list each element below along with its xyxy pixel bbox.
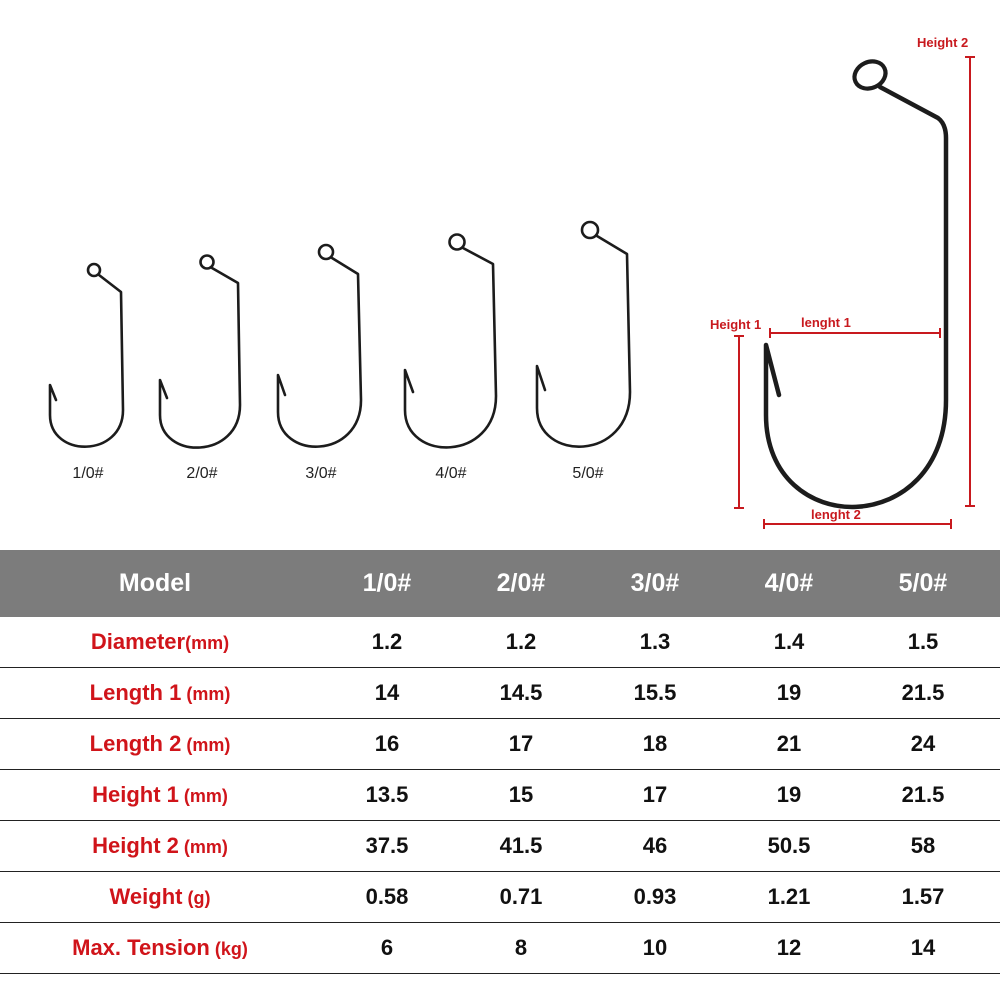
value-cell: 0.71 (454, 871, 588, 923)
value-cell: 46 (588, 820, 722, 872)
row-spacer (990, 617, 1000, 668)
hook-1-0: 1/0# (48, 262, 125, 482)
header-model: Model (0, 550, 320, 617)
param-label: Length 1 (mm) (0, 667, 320, 719)
hook-2-0: 2/0# (158, 254, 242, 482)
value-cell: 10 (588, 922, 722, 974)
value-cell: 58 (856, 820, 990, 872)
value-cell: 1.57 (856, 871, 990, 923)
value-cell: 1.2 (454, 617, 588, 668)
hook-4-0: 4/0# (403, 233, 498, 482)
value-cell: 8 (454, 922, 588, 974)
value-cell: 19 (722, 769, 856, 821)
dimension-hook (763, 59, 949, 510)
value-cell: 41.5 (454, 820, 588, 872)
value-cell: 37.5 (320, 820, 454, 872)
row-spacer (990, 769, 1000, 821)
table-row: Height 2 (mm) 37.5 41.5 46 50.5 58 (0, 820, 1000, 872)
param-label: Length 2 (mm) (0, 718, 320, 770)
value-cell: 17 (454, 718, 588, 770)
header-size: 3/0# (588, 550, 722, 617)
value-cell: 17 (588, 769, 722, 821)
table-row: Length 2 (mm) 16 17 18 21 24 (0, 718, 1000, 770)
lenght-1-label: lenght 1 (801, 315, 851, 330)
value-cell: 50.5 (722, 820, 856, 872)
value-cell: 1.4 (722, 617, 856, 668)
height-2-label: Height 2 (917, 35, 968, 50)
value-cell: 16 (320, 718, 454, 770)
row-spacer (990, 922, 1000, 974)
spec-table: Model 1/0# 2/0# 3/0# 4/0# 5/0# Diameter(… (0, 550, 1000, 974)
hook-5-0: 5/0# (535, 220, 632, 482)
value-cell: 0.58 (320, 871, 454, 923)
value-cell: 21 (722, 718, 856, 770)
value-cell: 14 (856, 922, 990, 974)
value-cell: 12 (722, 922, 856, 974)
value-cell: 1.5 (856, 617, 990, 668)
value-cell: 15.5 (588, 667, 722, 719)
lenght-2-label: lenght 2 (811, 507, 861, 522)
param-label: Diameter(mm) (0, 617, 320, 668)
param-label: Max. Tension (kg) (0, 922, 320, 974)
param-label: Weight (g) (0, 871, 320, 923)
dimension-lenght-2: lenght 2 (763, 507, 952, 529)
value-cell: 18 (588, 718, 722, 770)
row-spacer (990, 871, 1000, 923)
table-row: Weight (g) 0.58 0.71 0.93 1.21 1.57 (0, 871, 1000, 923)
hook-size-label: 2/0# (186, 465, 217, 482)
value-cell: 1.21 (722, 871, 856, 923)
table-row: Diameter(mm) 1.2 1.2 1.3 1.4 1.5 (0, 617, 1000, 668)
value-cell: 13.5 (320, 769, 454, 821)
param-label: Height 1 (mm) (0, 769, 320, 821)
row-spacer (990, 667, 1000, 719)
dimension-height-2: Height 2 (917, 35, 975, 507)
value-cell: 14.5 (454, 667, 588, 719)
height-1-label: Height 1 (710, 317, 761, 332)
value-cell: 15 (454, 769, 588, 821)
value-cell: 14 (320, 667, 454, 719)
row-spacer (990, 718, 1000, 770)
value-cell: 24 (856, 718, 990, 770)
value-cell: 19 (722, 667, 856, 719)
header-size: 4/0# (722, 550, 856, 617)
hook-size-label: 1/0# (72, 465, 103, 482)
table-row: Max. Tension (kg) 6 8 10 12 14 (0, 922, 1000, 974)
hook-size-label: 4/0# (435, 465, 466, 482)
value-cell: 6 (320, 922, 454, 974)
header-size: 1/0# (320, 550, 454, 617)
dimension-lenght-1: lenght 1 (769, 315, 941, 338)
value-cell: 1.3 (588, 617, 722, 668)
value-cell: 21.5 (856, 667, 990, 719)
table-header-row: Model 1/0# 2/0# 3/0# 4/0# 5/0# (0, 550, 1000, 617)
hooks-illustration: 1/0# 2/0# 3/0# 4/0# 5/0# Height 2 (48, 35, 975, 529)
header-spacer (990, 550, 1000, 617)
header-size: 5/0# (856, 550, 990, 617)
value-cell: 1.2 (320, 617, 454, 668)
hook-3-0: 3/0# (276, 243, 363, 482)
hook-size-label: 3/0# (305, 465, 336, 482)
table-row: Length 1 (mm) 14 14.5 15.5 19 21.5 (0, 667, 1000, 719)
param-label: Height 2 (mm) (0, 820, 320, 872)
table-row: Height 1 (mm) 13.5 15 17 19 21.5 (0, 769, 1000, 821)
hook-size-label: 5/0# (572, 465, 603, 482)
value-cell: 21.5 (856, 769, 990, 821)
value-cell: 0.93 (588, 871, 722, 923)
dimension-height-1: Height 1 (710, 317, 761, 509)
header-size: 2/0# (454, 550, 588, 617)
row-spacer (990, 820, 1000, 872)
